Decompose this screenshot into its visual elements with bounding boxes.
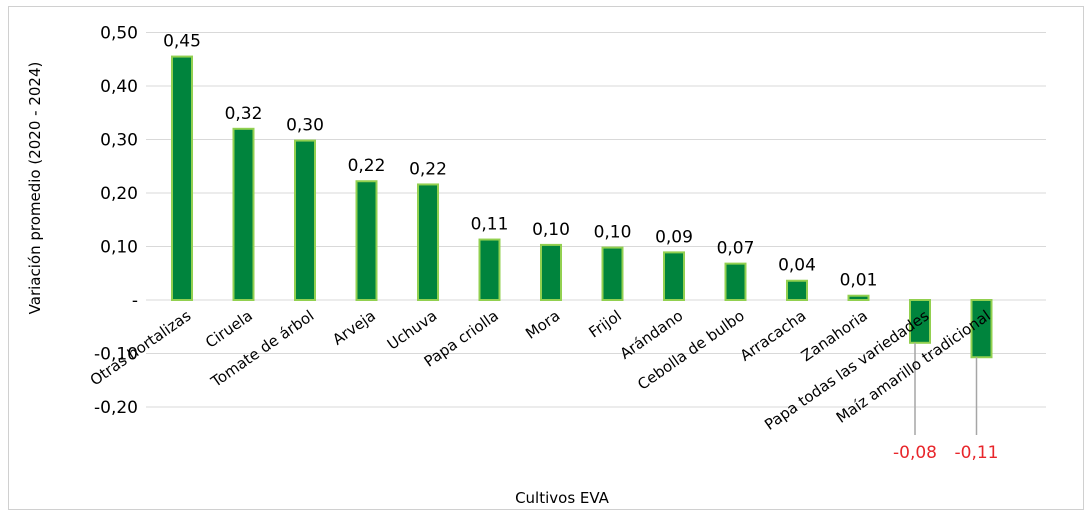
data-label: 0,10 bbox=[594, 223, 632, 243]
data-labels: 0,45 0,32 0,30 0,22 0,22 0,11 0,10 0,10 0,09 0,07… bbox=[163, 32, 998, 463]
bar bbox=[294, 139, 316, 301]
y-tick-label: 0,40 bbox=[100, 77, 138, 97]
bar bbox=[417, 183, 439, 301]
data-label: 0,22 bbox=[348, 156, 386, 176]
data-label: 0,22 bbox=[409, 159, 447, 179]
bar bbox=[724, 262, 747, 301]
y-axis-title: Variación promedio (2020 - 2024) bbox=[26, 62, 44, 315]
bar bbox=[171, 55, 193, 302]
data-label: 0,45 bbox=[163, 32, 201, 52]
category-label: Frijol bbox=[585, 307, 624, 342]
y-tick-label: - bbox=[132, 291, 138, 311]
y-tick-labels: 0,50 0,40 0,30 0,20 0,10 - -0,10 -0,20 bbox=[94, 24, 138, 419]
data-label: -0,08 bbox=[893, 443, 937, 463]
data-label: 0,30 bbox=[286, 116, 324, 136]
data-label: 0,10 bbox=[532, 220, 570, 240]
bar bbox=[786, 279, 808, 301]
category-label: Uchuva bbox=[384, 307, 440, 354]
data-label: 0,11 bbox=[471, 215, 509, 235]
data-label: 0,04 bbox=[778, 256, 816, 276]
category-label: Ciruela bbox=[202, 307, 256, 352]
category-label: Arveja bbox=[329, 307, 379, 349]
bar bbox=[847, 294, 870, 302]
bar bbox=[355, 180, 378, 301]
category-label: Arracacha bbox=[737, 307, 810, 365]
data-label: 0,32 bbox=[225, 104, 263, 124]
bar bbox=[970, 299, 993, 359]
data-label: 0,01 bbox=[840, 271, 878, 291]
y-tick-label: 0,10 bbox=[100, 238, 138, 258]
chart-frame bbox=[8, 6, 1084, 510]
x-axis-title: Cultivos EVA bbox=[515, 489, 610, 507]
bar bbox=[909, 299, 931, 344]
category-label: Mora bbox=[522, 307, 563, 343]
data-label: -0,11 bbox=[955, 443, 999, 463]
category-label: Tomate de árbol bbox=[207, 307, 317, 392]
bar bbox=[232, 127, 255, 301]
bar bbox=[478, 238, 501, 301]
y-tick-label: -0,10 bbox=[94, 345, 138, 365]
data-label: 0,07 bbox=[717, 239, 755, 259]
category-label: Cebolla de bulbo bbox=[634, 307, 748, 394]
bars bbox=[171, 55, 993, 359]
gridlines bbox=[146, 32, 1046, 408]
bar bbox=[540, 243, 562, 302]
y-tick-label: 0,30 bbox=[100, 131, 138, 151]
y-tick-label: 0,50 bbox=[100, 24, 138, 44]
y-tick-label: -0,20 bbox=[94, 398, 138, 418]
y-tick-label: 0,20 bbox=[100, 184, 138, 204]
bar bbox=[601, 246, 624, 302]
data-label: 0,09 bbox=[655, 227, 693, 247]
bar bbox=[663, 251, 685, 301]
